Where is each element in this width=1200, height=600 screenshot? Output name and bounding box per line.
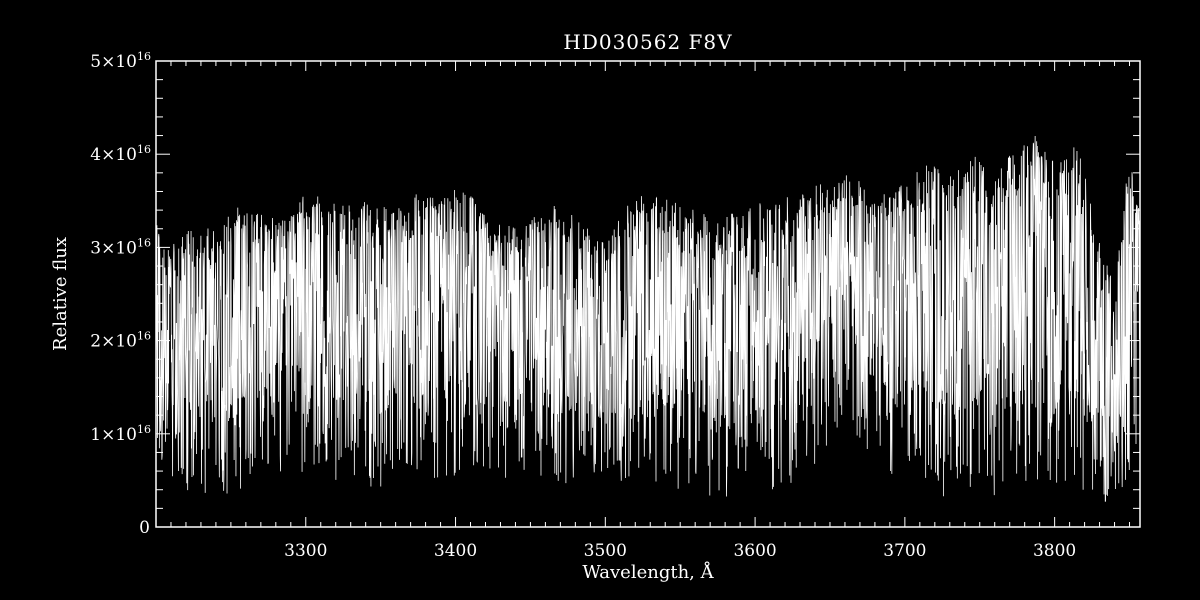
y-tick-label: 5×10 16 — [90, 50, 151, 72]
y-tick-exponent: 16 — [137, 50, 151, 63]
plot-frame — [155, 60, 1141, 528]
y-tick-mantissa: 1×10 — [90, 425, 137, 445]
chart-title: HD030562 F8V — [563, 30, 732, 54]
y-tick-mantissa: 4×10 — [90, 145, 137, 165]
y-tick-exponent: 16 — [137, 143, 151, 156]
y-tick-labels: 01×10 162×10 163×10 164×10 165×10 16 — [90, 50, 151, 538]
y-tick-mantissa: 5×10 — [90, 52, 137, 72]
y-tick-exponent: 16 — [137, 330, 151, 343]
spectrum-series — [155, 136, 1141, 502]
x-tick-label: 3800 — [1033, 541, 1076, 561]
y-tick-label: 1×10 16 — [90, 423, 151, 445]
x-tick-label: 3500 — [584, 541, 627, 561]
y-tick-label: 0 — [139, 518, 150, 538]
x-axis-label: Wavelength, Å — [582, 561, 714, 583]
y-tick-mantissa: 2×10 — [90, 332, 137, 352]
x-tick-label: 3700 — [883, 541, 926, 561]
x-tick-label: 3600 — [733, 541, 776, 561]
x-tick-label: 3400 — [434, 541, 477, 561]
y-tick-label: 4×10 16 — [90, 143, 151, 165]
y-axis-label: Relative flux — [50, 237, 71, 351]
x-tick-labels: 3300 3400 3500 3600 3700 3800 — [284, 541, 1076, 561]
spectrum-line — [155, 136, 1141, 502]
y-tick-label: 2×10 16 — [90, 330, 151, 352]
axis-ticks — [155, 60, 1140, 528]
y-tick-mantissa: 3×10 — [90, 238, 137, 258]
y-tick-mantissa: 0 — [139, 518, 150, 538]
y-tick-label: 3×10 16 — [90, 236, 151, 258]
y-tick-exponent: 16 — [137, 423, 151, 436]
x-tick-label: 3300 — [284, 541, 327, 561]
y-tick-exponent: 16 — [137, 236, 151, 249]
